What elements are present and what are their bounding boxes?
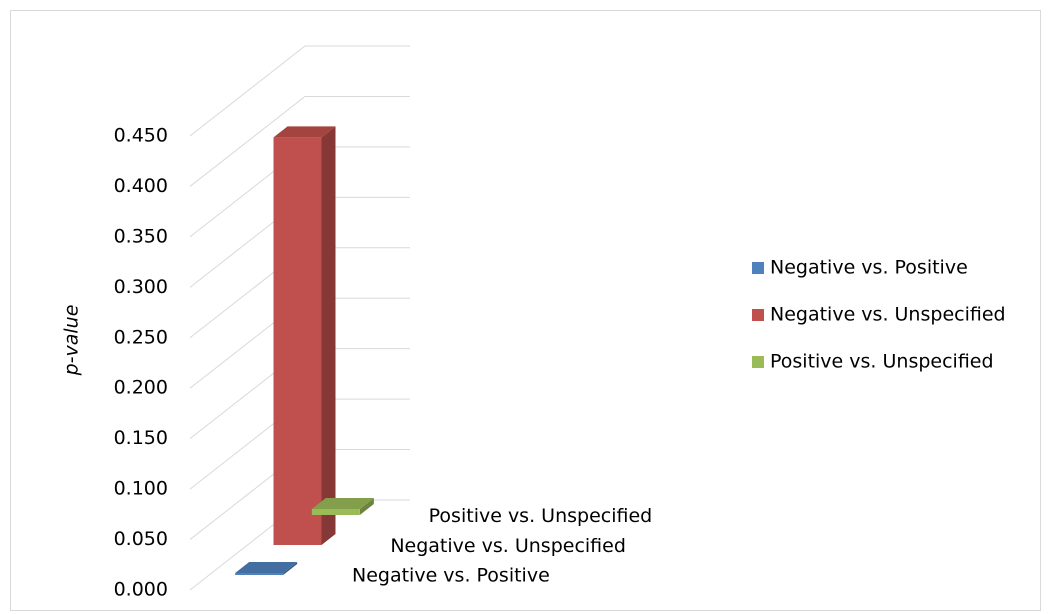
bar-top: [311, 497, 374, 509]
y-tick-label: 0.150: [114, 427, 168, 449]
y-tick-label: 0.250: [114, 326, 168, 348]
bar-front: [311, 508, 360, 515]
legend-swatch: [752, 262, 764, 274]
legend-swatch: [752, 309, 764, 321]
bar-side: [321, 126, 336, 546]
bar: [273, 126, 336, 546]
chart-border: [10, 10, 1041, 611]
legend-label: Positive vs. Unspecified: [770, 351, 994, 373]
bar-top: [235, 561, 298, 573]
grid-line: [189, 95, 410, 187]
bar: [235, 561, 298, 575]
grid-line: [189, 45, 410, 137]
legend-label: Negative vs. Positive: [770, 257, 968, 279]
depth-axis-label: Positive vs. Unspecified: [429, 505, 653, 527]
legend-label: Negative vs. Unspecified: [770, 304, 1006, 326]
depth-axis-label: Negative vs. Positive: [352, 565, 550, 587]
bar: [311, 497, 374, 515]
y-axis-title: p-value: [61, 305, 83, 377]
bar-front: [273, 137, 322, 546]
y-tick-label: 0.400: [114, 175, 168, 197]
y-tick-label: 0.300: [114, 276, 168, 298]
legend-swatch: [752, 356, 764, 368]
bar-top: [273, 126, 336, 138]
y-tick-label: 0.050: [114, 528, 168, 550]
y-tick-label: 0.200: [114, 377, 168, 399]
bar-side: [283, 561, 298, 575]
y-tick-label: 0.000: [114, 579, 168, 601]
bar-side: [359, 497, 374, 515]
y-tick-label: 0.450: [114, 125, 168, 147]
depth-axis-label: Negative vs. Unspecified: [390, 535, 626, 557]
y-tick-label: 0.100: [114, 478, 168, 500]
y-tick-label: 0.350: [114, 225, 168, 247]
bar-front: [235, 572, 284, 575]
